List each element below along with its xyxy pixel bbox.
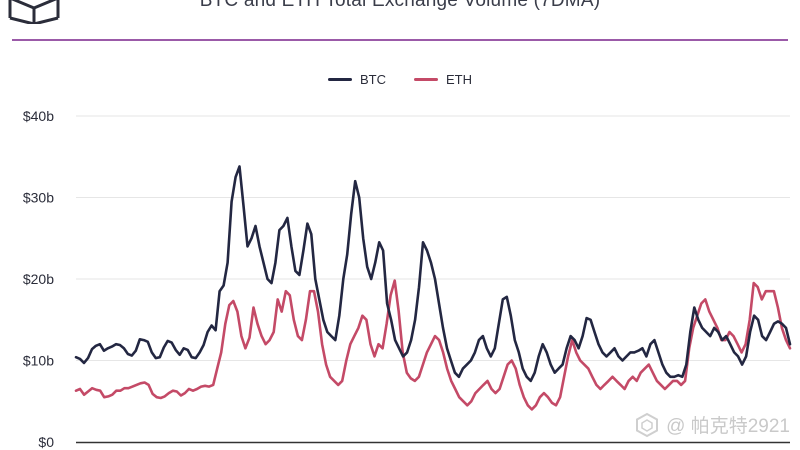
chart-title: BTC and ETH Total Exchange Volume (7DMA) [199, 0, 601, 11]
chart-legend: BTC ETH [0, 72, 800, 87]
y-tick-label: $20b [23, 271, 54, 287]
y-tick-label: $30b [23, 190, 54, 206]
legend-item-eth: ETH [414, 72, 472, 87]
legend-label-eth: ETH [446, 72, 472, 87]
watermark: @ 帕克特2921 [634, 411, 790, 438]
y-tick-label: $40b [23, 108, 54, 124]
series-lines [74, 165, 792, 411]
hexagon-logo-icon [8, 0, 60, 24]
series-line-btc [74, 165, 792, 383]
y-tick-label: $0 [38, 434, 54, 450]
legend-label-btc: BTC [360, 72, 386, 87]
gridlines [76, 115, 790, 361]
legend-swatch-eth [414, 78, 438, 81]
title-divider [12, 39, 788, 41]
watermark-text: @ 帕克特2921 [666, 416, 790, 437]
hexagon-logo-icon [636, 412, 659, 437]
series-line-eth [74, 279, 792, 411]
legend-item-btc: BTC [328, 72, 386, 87]
legend-swatch-btc [328, 78, 352, 81]
y-axis-ticks: $0 $10b $20b $30b $40b [23, 108, 54, 450]
y-tick-label: $10b [23, 353, 54, 369]
